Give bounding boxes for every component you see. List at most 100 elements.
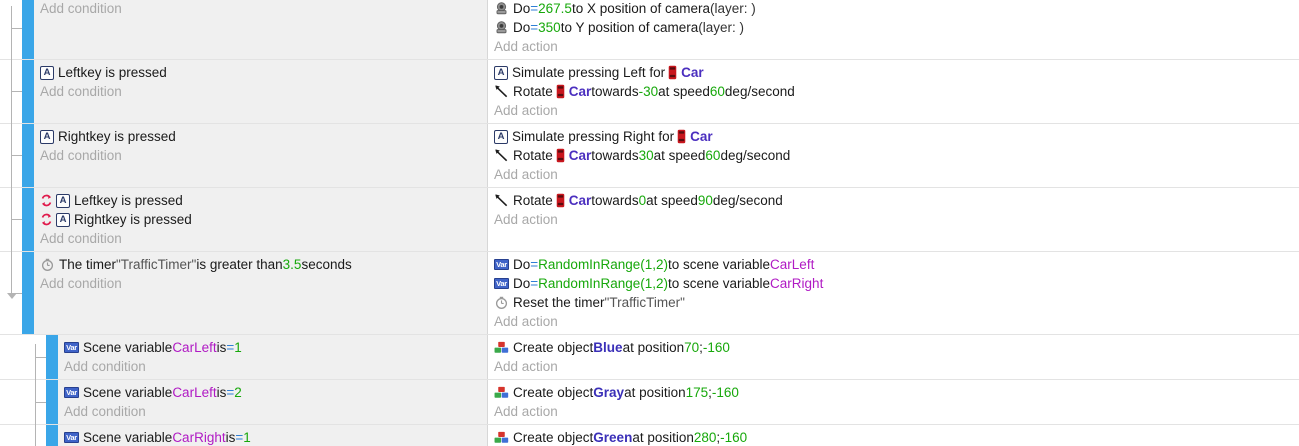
action-item[interactable]: Create object Blue at position 70; -160 (488, 338, 1299, 357)
text-run-num: 1 (234, 340, 242, 355)
text-run-plain: at speed (658, 84, 710, 99)
add-action-button[interactable]: Add action (494, 103, 558, 118)
add-action-button[interactable]: Add action (494, 167, 558, 182)
action-item[interactable]: Do = 350 to Y position of camera (layer: … (488, 18, 1299, 37)
text-run-plain: at speed (646, 193, 698, 208)
add-action-button[interactable]: Add action (494, 39, 558, 54)
conditions-column[interactable]: Add condition (34, 0, 488, 59)
condition-item[interactable]: Var Scene variable CarLeft is = 2 (58, 383, 487, 402)
event-indicator-bar[interactable] (46, 380, 58, 424)
actions-column[interactable]: Create object Green at position 280; -160… (488, 425, 1299, 446)
keyboard-key-icon: A (40, 129, 54, 144)
action-item[interactable]: Rotate Car towards 30 at speed 60 deg/sec… (488, 146, 1299, 165)
text-run-plain: deg/second (720, 148, 791, 163)
condition-item[interactable]: The timer "TrafficTimer" is greater than… (34, 255, 487, 274)
add-condition-button[interactable]: Add condition (40, 148, 122, 163)
text-run-carname: Car (568, 193, 592, 208)
car-object-icon (556, 84, 565, 99)
conditions-column[interactable]: The timer "TrafficTimer" is greater than… (34, 252, 488, 334)
action-item[interactable]: A Simulate pressing Left for Car (488, 63, 1299, 82)
text-run-objname: Gray (593, 385, 625, 400)
text-run-plain: Scene variable (83, 385, 173, 400)
conditions-column[interactable]: Var Scene variable CarLeft is = 2 Add condi… (58, 380, 488, 424)
event-indicator-bar[interactable] (22, 188, 34, 251)
event-indicator-bar[interactable] (22, 0, 34, 59)
add-action-button[interactable]: Add action (494, 314, 558, 329)
text-run-num: 70 (684, 340, 700, 355)
add-action-button[interactable]: Add action (494, 359, 558, 374)
keyboard-key-icon: A (56, 212, 70, 227)
text-run-plain: Simulate pressing Left for (512, 65, 666, 80)
text-run-plain: Scene variable (83, 340, 173, 355)
create-object-icon (494, 431, 509, 443)
actions-column[interactable]: A Simulate pressing Right for Car Rotate C… (488, 124, 1299, 187)
car-object-icon (556, 193, 565, 208)
text-run-eq: = (530, 1, 539, 16)
add-condition-button[interactable]: Add condition (40, 84, 122, 99)
condition-item[interactable]: A Right key is pressed (34, 210, 487, 229)
add-condition-button[interactable]: Add condition (64, 359, 146, 374)
conditions-column[interactable]: Var Scene variable CarLeft is = 1 Add condi… (58, 335, 488, 379)
event-row[interactable]: Var Scene variable CarLeft is = 1 Add condi… (0, 334, 1299, 379)
text-run-plain: Create object (513, 430, 594, 445)
variable-icon: Var (64, 342, 79, 353)
event-indicator-bar[interactable] (46, 425, 58, 446)
event-indicator-bar[interactable] (22, 252, 34, 334)
event-row[interactable]: A Right key is pressed Add condition A Simul… (0, 123, 1299, 187)
action-item[interactable]: Rotate Car towards 0 at speed 90 deg/seco… (488, 191, 1299, 210)
event-row[interactable]: Var Scene variable CarLeft is = 2 Add condi… (0, 379, 1299, 424)
action-item[interactable]: Var Do = RandomInRange(1,2) to scene varia… (488, 255, 1299, 274)
event-row[interactable]: A Left key is pressed Add condition A Simula… (0, 59, 1299, 123)
text-run-eq: = (226, 340, 235, 355)
condition-item[interactable]: A Right key is pressed (34, 127, 487, 146)
action-item[interactable]: Reset the timer "TrafficTimer" (488, 293, 1299, 312)
event-indicator-bar[interactable] (22, 124, 34, 187)
text-run-num: -160 (711, 385, 739, 400)
condition-item[interactable]: A Left key is pressed (34, 191, 487, 210)
add-condition-button[interactable]: Add condition (40, 1, 122, 16)
condition-item[interactable]: A Left key is pressed (34, 63, 487, 82)
text-run-num: 60 (709, 84, 725, 99)
text-run-plain: ; (716, 430, 721, 445)
add-action-button[interactable]: Add action (494, 212, 558, 227)
event-row[interactable]: The timer "TrafficTimer" is greater than… (0, 251, 1299, 334)
condition-item[interactable]: Var Scene variable CarRight is = 1 (58, 428, 487, 446)
add-condition-button[interactable]: Add condition (40, 231, 122, 246)
action-item[interactable]: Var Do = RandomInRange(1,2) to scene varia… (488, 274, 1299, 293)
actions-column[interactable]: Do = 267.5 to X position of camera (layer… (488, 0, 1299, 59)
text-run-plain: deg/second (712, 193, 783, 208)
text-run-num: 175 (685, 385, 709, 400)
keyboard-key-icon: A (40, 65, 54, 80)
action-item[interactable]: Create object Gray at position 175; -160 (488, 383, 1299, 402)
event-indicator-bar[interactable] (22, 60, 34, 123)
actions-column[interactable]: Create object Gray at position 175; -160 A… (488, 380, 1299, 424)
add-action-button[interactable]: Add action (494, 404, 558, 419)
conditions-column[interactable]: A Left key is pressed Add condition (34, 60, 488, 123)
text-run-num: 2 (234, 385, 242, 400)
tree-branch-line (11, 155, 22, 156)
action-item[interactable]: Do = 267.5 to X position of camera (layer… (488, 0, 1299, 18)
condition-item[interactable]: Var Scene variable CarLeft is = 1 (58, 338, 487, 357)
actions-column[interactable]: Var Do = RandomInRange(1,2) to scene varia… (488, 252, 1299, 334)
text-run-num: 267.5 (538, 1, 572, 16)
actions-column[interactable]: Create object Blue at position 70; -160 Ad… (488, 335, 1299, 379)
action-item[interactable]: Rotate Car towards -30 at speed 60 deg/se… (488, 82, 1299, 101)
event-row[interactable]: Add condition Do = 267.5 to X position of … (0, 0, 1299, 59)
text-run-var: CarLeft (172, 340, 217, 355)
text-run-plain: Do (513, 20, 531, 35)
action-item[interactable]: Create object Green at position 280; -160 (488, 428, 1299, 446)
event-indicator-bar[interactable] (46, 335, 58, 379)
text-run-plain: towards (591, 84, 639, 99)
actions-column[interactable]: A Simulate pressing Left for Car Rotate Ca… (488, 60, 1299, 123)
add-condition-button[interactable]: Add condition (64, 404, 146, 419)
text-run-eq: = (235, 430, 244, 445)
event-row[interactable]: A Left key is pressed A Right key is presse… (0, 187, 1299, 251)
conditions-column[interactable]: A Left key is pressed A Right key is presse… (34, 188, 488, 251)
conditions-column[interactable]: A Right key is pressed Add condition (34, 124, 488, 187)
add-condition-button[interactable]: Add condition (40, 276, 122, 291)
actions-column[interactable]: Rotate Car towards 0 at speed 90 deg/seco… (488, 188, 1299, 251)
text-run-plain: to scene variable (667, 276, 771, 291)
action-item[interactable]: A Simulate pressing Right for Car (488, 127, 1299, 146)
